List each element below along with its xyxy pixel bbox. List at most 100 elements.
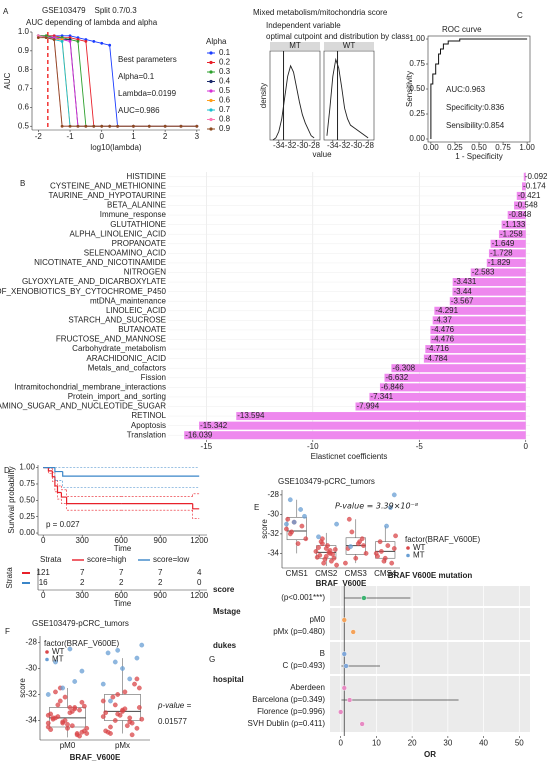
odds-ratio-point	[350, 629, 356, 635]
x-tick-label: 3	[195, 132, 200, 141]
data-point	[48, 727, 54, 732]
bar	[522, 182, 526, 191]
survival-step	[60, 492, 67, 498]
y-tick-label: 0.6	[18, 102, 30, 111]
survival-step	[66, 497, 122, 505]
odds-ratio-point	[338, 709, 344, 715]
bar	[516, 191, 526, 200]
ci-line	[192, 493, 200, 497]
data-point	[320, 536, 325, 542]
data-point	[100, 698, 106, 704]
row-label: pM0	[309, 615, 325, 624]
data-point	[100, 681, 106, 687]
bar	[423, 354, 526, 363]
x-tick-label: CMS2	[315, 569, 338, 578]
y-tick-label: -30	[25, 664, 37, 673]
x-tick-label: pMx	[115, 741, 130, 750]
risk-count: 4	[197, 568, 202, 577]
chart-title: BRAF V600E mutation	[388, 571, 473, 580]
legend-title: Strata	[40, 555, 62, 564]
panel-letter: A	[3, 7, 9, 16]
legend-label: 0.3	[219, 67, 231, 76]
bar	[449, 297, 526, 306]
x-tick-label: -34	[273, 141, 285, 150]
data-point	[103, 710, 109, 716]
panel-letter: G	[209, 655, 215, 664]
legend-swatch	[406, 553, 410, 558]
odds-ratio-point	[361, 595, 367, 601]
y-tick-label: 0.75	[409, 59, 425, 68]
bar	[379, 383, 526, 392]
data-point	[295, 541, 301, 546]
data-point	[67, 710, 73, 716]
series-point	[52, 38, 56, 41]
y-tick-label: -32	[267, 529, 279, 538]
legend-swatch	[209, 117, 213, 122]
y-tick-label: 0.00	[19, 528, 35, 537]
row-label: SVH Dublin (p=0.411)	[248, 719, 326, 728]
survival-step	[56, 485, 62, 494]
y-tick-label: Fission	[141, 373, 166, 382]
annotation: Alpha=0.1	[118, 72, 155, 81]
x-tick-label: 50	[515, 739, 524, 748]
y-tick-label: 0.5	[18, 121, 30, 130]
y-axis-label: Survival probability	[7, 466, 16, 533]
legend-swatch	[406, 546, 410, 550]
y-tick-label: Translation	[127, 430, 166, 439]
annotation: 0.01577	[158, 717, 187, 726]
x-axis-label: BRAF_V600E	[316, 579, 367, 588]
data-point	[55, 714, 61, 719]
series-point	[68, 124, 72, 128]
y-tick-label: -32	[25, 690, 37, 699]
ci-line	[62, 480, 200, 488]
data-point	[45, 720, 51, 726]
y-tick-label: BUTANOATE	[118, 325, 166, 334]
y-tick-label: Intramitochondrial_membrane_interactions	[14, 382, 166, 391]
series-point	[36, 36, 40, 40]
legend-label: 0.8	[219, 115, 231, 124]
data-label: -7.994	[357, 402, 380, 411]
data-point	[122, 689, 128, 695]
legend-label: WT	[413, 543, 426, 552]
x-tick-label: -34	[327, 141, 339, 150]
data-label: -1.728	[490, 248, 513, 257]
data-point	[124, 723, 130, 729]
data-point	[363, 551, 369, 556]
legend-label: MT	[52, 655, 64, 664]
data-point	[134, 655, 140, 661]
ci-line	[192, 510, 200, 519]
x-axis-label: OR	[424, 750, 436, 759]
data-point	[65, 725, 70, 731]
odds-ratio-point	[359, 721, 365, 727]
row-label: B	[320, 649, 325, 658]
series-point	[76, 40, 80, 43]
group-label: score	[213, 585, 235, 594]
x-axis-label: BRAF_V600E	[70, 753, 121, 762]
x-axis-label: log10(lambda)	[90, 143, 141, 152]
legend-title: factor(BRAF_V600E)	[405, 535, 480, 544]
x-tick-label: -2	[35, 132, 43, 141]
x-tick-label: -32	[285, 141, 297, 150]
y-tick-label: METABOLISM_OF_XENOBIOTICS_BY_CYTOCHROME_…	[0, 287, 167, 296]
x-tick-label: 0	[338, 739, 343, 748]
ci-line	[66, 489, 122, 497]
series-point	[163, 124, 167, 128]
facet-label: MT	[289, 41, 301, 50]
data-point	[117, 712, 123, 718]
density-line	[272, 64, 315, 141]
annotation: AUC:0.963	[446, 85, 486, 94]
annotation: Best parameters	[118, 55, 177, 64]
x-tick-label: 600	[115, 536, 129, 545]
data-point	[69, 723, 75, 729]
data-point	[139, 642, 145, 648]
y-tick-label: NITROGEN	[124, 268, 166, 277]
data-point	[115, 647, 121, 653]
y-axis-label: AUC	[3, 72, 12, 89]
chart-title: GSE103479-pCRC_tumors	[32, 619, 129, 628]
bar	[236, 412, 526, 421]
data-label: -4.291	[435, 306, 458, 315]
data-point	[334, 521, 339, 527]
legend-label: WT	[52, 647, 65, 656]
bar	[488, 249, 526, 258]
annotation: AUC=0.986	[118, 106, 160, 115]
